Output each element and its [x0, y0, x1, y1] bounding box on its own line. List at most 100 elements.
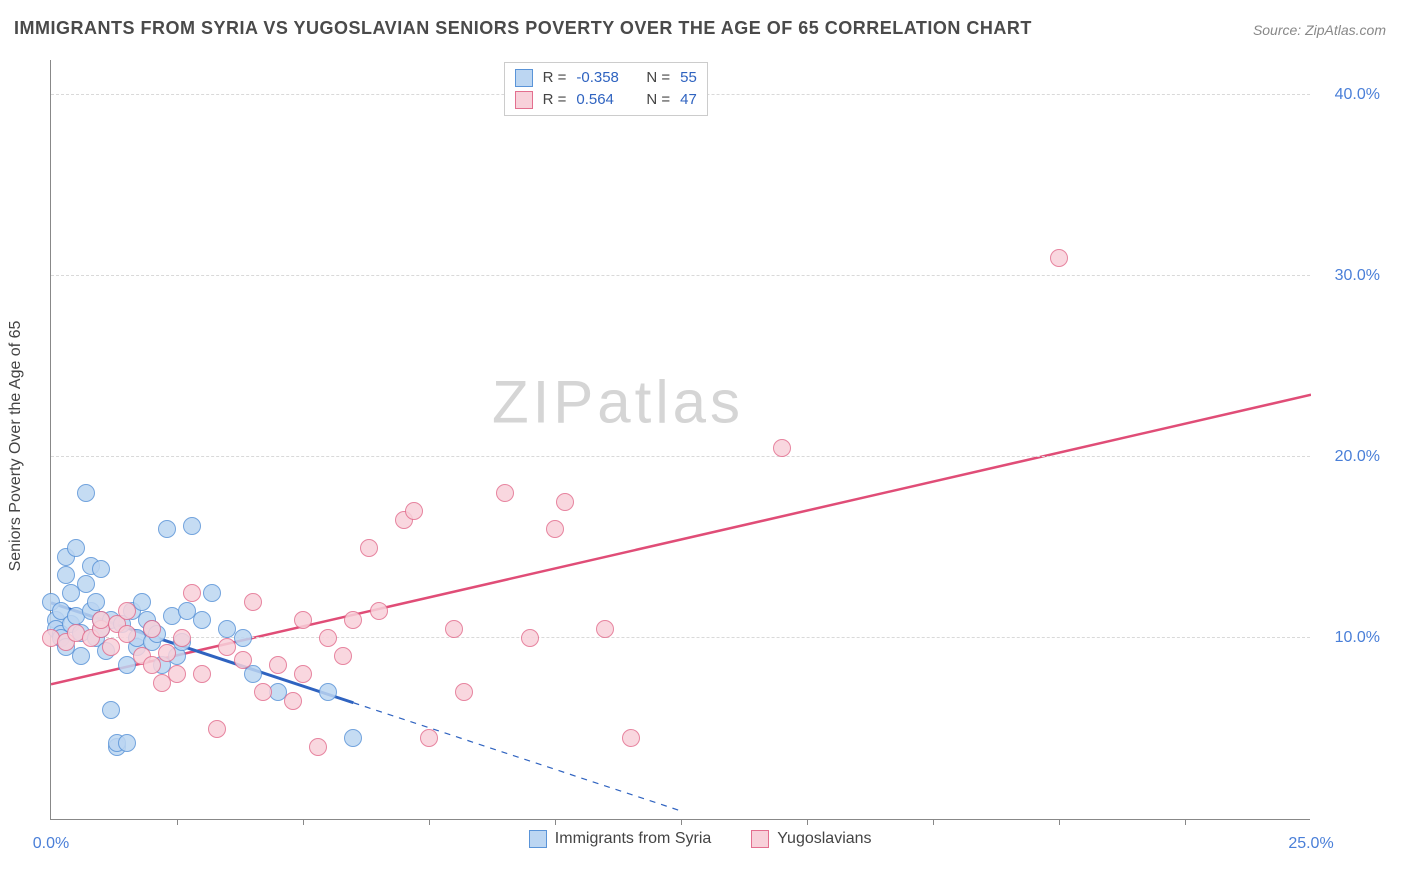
legend-label: Yugoslavians — [777, 830, 871, 848]
data-point — [496, 484, 514, 502]
data-point — [309, 738, 327, 756]
data-point — [168, 665, 186, 683]
data-point — [294, 611, 312, 629]
data-point — [360, 539, 378, 557]
x-tick — [1185, 819, 1186, 825]
x-tick — [429, 819, 430, 825]
data-point — [218, 638, 236, 656]
data-point — [143, 656, 161, 674]
trend-line — [353, 703, 681, 811]
data-point — [87, 593, 105, 611]
x-tick — [303, 819, 304, 825]
x-tick-label: 0.0% — [33, 835, 69, 853]
legend-series: Immigrants from Syria Yugoslavians — [529, 830, 872, 848]
source-prefix: Source: — [1253, 22, 1305, 38]
data-point — [344, 729, 362, 747]
data-point — [193, 665, 211, 683]
legend-n-value: 55 — [680, 67, 697, 89]
data-point — [118, 602, 136, 620]
legend-r-value: -0.358 — [576, 67, 636, 89]
data-point — [234, 651, 252, 669]
legend-r-value: 0.564 — [576, 89, 636, 111]
x-tick — [807, 819, 808, 825]
trend-lines — [51, 60, 1311, 820]
data-point — [455, 683, 473, 701]
legend-n-label: N = — [646, 67, 670, 89]
data-point — [118, 625, 136, 643]
legend-swatch — [529, 830, 547, 848]
data-point — [319, 683, 337, 701]
data-point — [77, 484, 95, 502]
legend-r-label: R = — [543, 67, 567, 89]
data-point — [173, 629, 191, 647]
data-point — [334, 647, 352, 665]
data-point — [183, 584, 201, 602]
data-point — [193, 611, 211, 629]
x-tick — [177, 819, 178, 825]
data-point — [118, 734, 136, 752]
legend-row: R = 0.564 N = 47 — [515, 89, 697, 111]
data-point — [773, 439, 791, 457]
data-point — [77, 575, 95, 593]
legend-row: R = -0.358 N = 55 — [515, 67, 697, 89]
chart-source: Source: ZipAtlas.com — [1253, 22, 1386, 38]
legend-n-label: N = — [646, 89, 670, 111]
data-point — [183, 517, 201, 535]
data-point — [521, 629, 539, 647]
data-point — [284, 692, 302, 710]
data-point — [405, 502, 423, 520]
legend-item: Yugoslavians — [751, 830, 871, 848]
chart-container: IMMIGRANTS FROM SYRIA VS YUGOSLAVIAN SEN… — [0, 0, 1406, 892]
data-point — [244, 593, 262, 611]
legend-r-label: R = — [543, 89, 567, 111]
data-point — [556, 493, 574, 511]
legend-correlation: R = -0.358 N = 55R = 0.564 N = 47 — [504, 62, 708, 116]
data-point — [208, 720, 226, 738]
y-tick-label: 40.0% — [1320, 86, 1380, 104]
data-point — [596, 620, 614, 638]
data-point — [92, 560, 110, 578]
data-point — [370, 602, 388, 620]
data-point — [72, 647, 90, 665]
y-tick-label: 20.0% — [1320, 448, 1380, 466]
x-tick-label: 25.0% — [1288, 835, 1333, 853]
legend-label: Immigrants from Syria — [555, 830, 711, 848]
data-point — [294, 665, 312, 683]
legend-swatch — [515, 69, 533, 87]
data-point — [546, 520, 564, 538]
data-point — [445, 620, 463, 638]
data-point — [269, 656, 287, 674]
x-tick — [681, 819, 682, 825]
plot-area: ZIPatlas 10.0%20.0%30.0%40.0%0.0%25.0% — [50, 60, 1310, 820]
x-tick — [555, 819, 556, 825]
x-tick — [1059, 819, 1060, 825]
y-tick-label: 30.0% — [1320, 267, 1380, 285]
data-point — [67, 539, 85, 557]
y-tick-label: 10.0% — [1320, 629, 1380, 647]
data-point — [319, 629, 337, 647]
legend-swatch — [515, 91, 533, 109]
data-point — [420, 729, 438, 747]
data-point — [158, 644, 176, 662]
data-point — [102, 638, 120, 656]
chart-title: IMMIGRANTS FROM SYRIA VS YUGOSLAVIAN SEN… — [14, 18, 1032, 39]
legend-item: Immigrants from Syria — [529, 830, 711, 848]
data-point — [158, 520, 176, 538]
data-point — [143, 620, 161, 638]
x-tick — [933, 819, 934, 825]
gridline — [51, 456, 1310, 457]
data-point — [622, 729, 640, 747]
data-point — [203, 584, 221, 602]
watermark-bold: ZIP — [492, 369, 597, 436]
data-point — [1050, 249, 1068, 267]
source-link[interactable]: ZipAtlas.com — [1305, 22, 1386, 38]
watermark: ZIPatlas — [492, 368, 744, 437]
data-point — [344, 611, 362, 629]
legend-n-value: 47 — [680, 89, 697, 111]
gridline — [51, 275, 1310, 276]
watermark-light: atlas — [597, 369, 744, 436]
data-point — [57, 566, 75, 584]
data-point — [102, 701, 120, 719]
legend-swatch — [751, 830, 769, 848]
data-point — [254, 683, 272, 701]
